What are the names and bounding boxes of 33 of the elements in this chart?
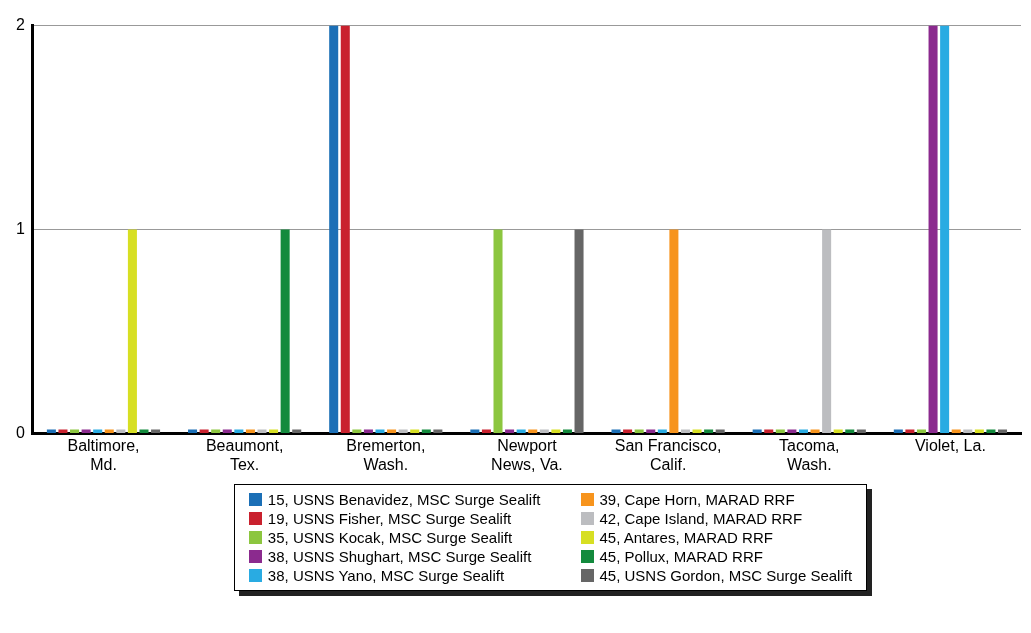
legend-label: 19, USNS Fisher, MSC Surge Sealift (267, 510, 512, 527)
legend-label: 15, USNS Benavidez, MSC Surge Sealift (267, 491, 541, 508)
legend-label: 39, Cape Horn, MARAD RRF (599, 491, 795, 508)
legend-label: 35, USNS Kocak, MSC Surge Sealift (267, 529, 513, 546)
bar (375, 429, 385, 434)
bar (340, 25, 350, 434)
bar (139, 429, 149, 434)
x-tick-label: Baltimore, Md. (67, 436, 140, 473)
x-tick-label: Violet, La. (914, 436, 986, 454)
legend-label: 42, Cape Island, MARAD RRF (599, 510, 803, 527)
bar (928, 25, 938, 434)
x-tick-label: Newport News, Va. (491, 436, 563, 473)
x-tick-label: Beaumont, Tex. (205, 436, 284, 473)
legend-label: 45, USNS Gordon, MSC Surge Sealift (599, 567, 853, 584)
bar (574, 229, 584, 434)
bar (822, 229, 832, 434)
x-tick-label: San Francisco, Calif. (614, 436, 722, 473)
legend-label: 38, USNS Shughart, MSC Surge Sealift (267, 548, 532, 565)
y-tick-label: 2 (15, 16, 25, 34)
bar (493, 229, 503, 434)
legend-label: 38, USNS Yano, MSC Surge Sealift (267, 567, 505, 584)
y-tick-label: 0 (15, 424, 25, 442)
x-tick-label: Bremerton, Wash. (346, 436, 426, 473)
bar (669, 229, 679, 434)
x-tick-label: Tacoma, Wash. (779, 436, 840, 473)
bar (940, 25, 950, 434)
bar (280, 229, 290, 434)
bar (127, 229, 137, 434)
y-tick-label: 1 (15, 220, 25, 238)
bar (257, 429, 267, 434)
bar (329, 25, 339, 434)
legend-label: 45, Antares, MARAD RRF (599, 529, 773, 546)
legend-label: 45, Pollux, MARAD RRF (599, 548, 763, 565)
